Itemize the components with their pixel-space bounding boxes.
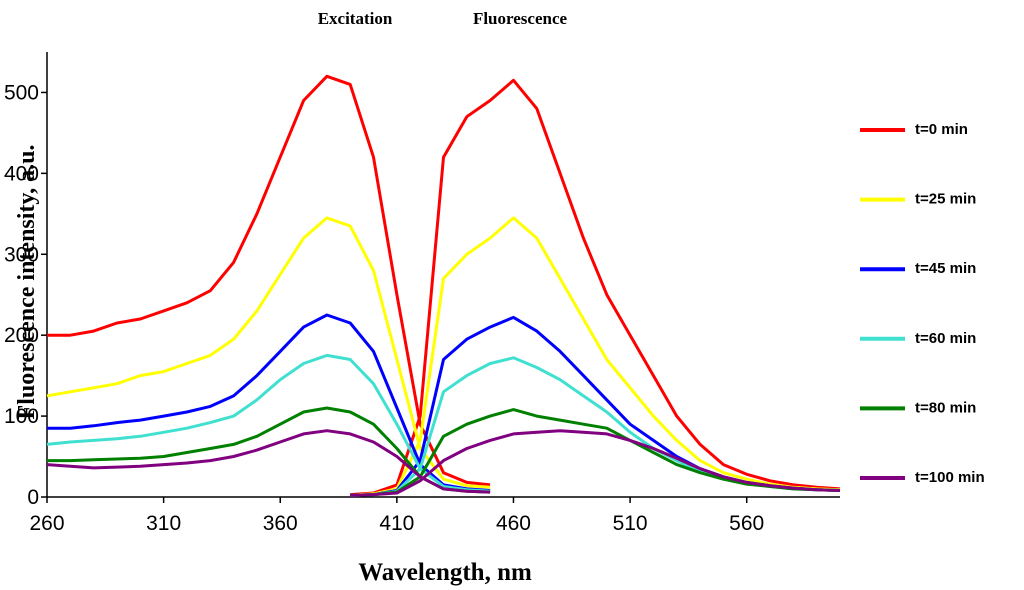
y-tick-label: 300 (4, 243, 39, 266)
line-series (46, 429, 491, 494)
x-tick-label: 360 (263, 512, 298, 535)
line-series (47, 313, 491, 492)
x-tick-label: 260 (29, 512, 64, 535)
x-tick-label: 410 (379, 512, 414, 535)
annotation: Excitation (318, 9, 393, 28)
line-series (46, 353, 491, 493)
line-series (47, 74, 491, 487)
legend-label: t=25 min (915, 191, 976, 208)
y-tick-label: 500 (4, 81, 39, 104)
y-axis-title: Fluorescence intensity, a.u. (14, 145, 40, 420)
legend-label: t=0 min (915, 121, 968, 138)
legend-label: t=100 min (915, 469, 985, 486)
legend-label: t=45 min (915, 260, 976, 277)
x-tick-label: 310 (146, 512, 181, 535)
line-series (46, 216, 491, 489)
y-tick-label: 100 (4, 405, 39, 428)
x-axis-title: Wavelength, nm (358, 559, 532, 586)
legend-label: t=60 min (915, 330, 976, 347)
line-series (350, 216, 841, 497)
legend-label: t=80 min (915, 399, 976, 416)
line-series (350, 429, 841, 497)
y-tick-label: 200 (4, 324, 39, 347)
annotation: Fluorescence (473, 9, 568, 28)
x-tick-label: 460 (496, 512, 531, 535)
line-series (350, 78, 841, 497)
x-tick-label: 510 (613, 512, 648, 535)
y-tick-label: 0 (27, 486, 39, 509)
y-tick-label: 400 (4, 162, 39, 185)
x-tick-label: 560 (729, 512, 764, 535)
